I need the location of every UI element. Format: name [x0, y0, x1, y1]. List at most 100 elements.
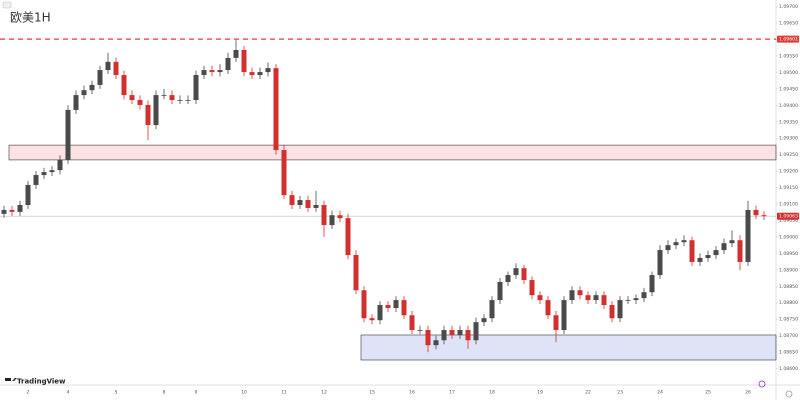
x-tick-label: 16 [409, 390, 415, 396]
candle-body [521, 268, 527, 281]
candle-body [545, 300, 551, 316]
candle-body [57, 159, 63, 171]
candle-body [377, 305, 383, 321]
y-tick-label: 1.09500 [779, 70, 798, 76]
candle-body [609, 305, 615, 319]
candle-body [145, 104, 151, 126]
candle-body [617, 300, 623, 319]
candle-body [705, 255, 711, 258]
candle-body [153, 95, 159, 126]
y-tick-label: 1.09700 [779, 4, 798, 10]
candle-body [17, 205, 23, 212]
candle-body [329, 215, 335, 226]
x-tick-label: 2 [27, 390, 30, 396]
candle-body [601, 295, 607, 306]
candle-body [121, 75, 127, 96]
candle-body [401, 300, 407, 316]
candle-body [89, 84, 95, 91]
candle-body [49, 170, 55, 173]
y-tick-label: 1.09000 [779, 234, 798, 240]
candle-body [177, 100, 183, 101]
candle-body [473, 322, 479, 341]
candle-body [625, 300, 631, 301]
candle-body [73, 95, 79, 110]
candle-body [41, 172, 47, 176]
settings-button[interactable] [785, 390, 793, 398]
candle-body [465, 330, 471, 341]
candle-body [257, 72, 263, 76]
candle-body [137, 100, 143, 105]
price-tag-label: 1.09063 [779, 214, 798, 220]
candle-body [745, 209, 751, 262]
candle-body [313, 205, 319, 208]
candle-body [113, 61, 119, 76]
candle-body [217, 70, 223, 73]
candle-body [681, 240, 687, 243]
candle-body [537, 295, 543, 301]
x-tick-label: 5 [115, 390, 118, 396]
event-marker[interactable] [758, 380, 766, 388]
candle-body [169, 95, 175, 101]
y-tick-label: 1.09550 [779, 53, 798, 59]
candle-body [553, 315, 559, 331]
price-tag-label: 1.09601 [779, 37, 798, 43]
candle-body [433, 340, 439, 346]
candle-body [393, 300, 399, 308]
candle-body [345, 218, 351, 256]
candle-body [353, 255, 359, 291]
candle-body [505, 275, 511, 283]
x-tick-label: 17 [449, 390, 455, 396]
y-tick-label: 1.09450 [779, 86, 798, 92]
y-tick-label: 1.09350 [779, 119, 798, 125]
candle-body [25, 184, 31, 206]
candle-body [665, 245, 671, 251]
candle-body [9, 209, 15, 212]
x-tick-label: 9 [195, 390, 198, 396]
candle-body [369, 318, 375, 321]
candle-body [297, 200, 303, 206]
y-tick-label: 1.09100 [779, 202, 798, 208]
candle-body [241, 50, 247, 73]
candle-body [105, 61, 111, 71]
candle-body [569, 290, 575, 301]
candle-body [449, 330, 455, 335]
candle-body [721, 243, 727, 251]
candle-body [233, 50, 239, 58]
candle-body [761, 215, 767, 217]
candle-body [33, 175, 39, 185]
y-tick-label: 1.08850 [779, 284, 798, 290]
candle-body [649, 275, 655, 293]
y-tick-label: 1.09300 [779, 136, 798, 142]
y-tick-label: 1.09200 [779, 169, 798, 175]
x-tick-label: 4 [67, 390, 70, 396]
candle-body [417, 330, 423, 331]
x-tick-label: 10 [241, 390, 247, 396]
candle-body [289, 195, 295, 206]
candle-body [457, 330, 463, 335]
y-tick-label: 1.08800 [779, 300, 798, 306]
candle-body [441, 330, 447, 341]
x-tick-label: 25 [705, 390, 711, 396]
zone [8, 144, 777, 161]
menu-button[interactable] [2, 1, 12, 9]
y-tick-label: 1.08900 [779, 267, 798, 273]
logo: TradingView [5, 378, 66, 386]
candle-body [129, 95, 135, 101]
candle-body [657, 250, 663, 276]
candle-body [529, 280, 535, 296]
x-tick-label: 23 [617, 390, 623, 396]
y-tick-label: 1.09250 [779, 152, 798, 158]
x-tick-label: 8 [163, 390, 166, 396]
candle-body [753, 209, 759, 216]
candle-body [161, 95, 167, 96]
candle-body [713, 250, 719, 256]
candle-body [265, 68, 271, 73]
candle-body [321, 205, 327, 226]
y-tick-label: 1.08600 [779, 366, 798, 372]
logo-icon [5, 378, 17, 381]
candle-body [689, 240, 695, 262]
candle-body [305, 200, 311, 208]
y-tick-label: 1.08700 [779, 333, 798, 339]
x-tick-label: 26 [745, 390, 751, 396]
